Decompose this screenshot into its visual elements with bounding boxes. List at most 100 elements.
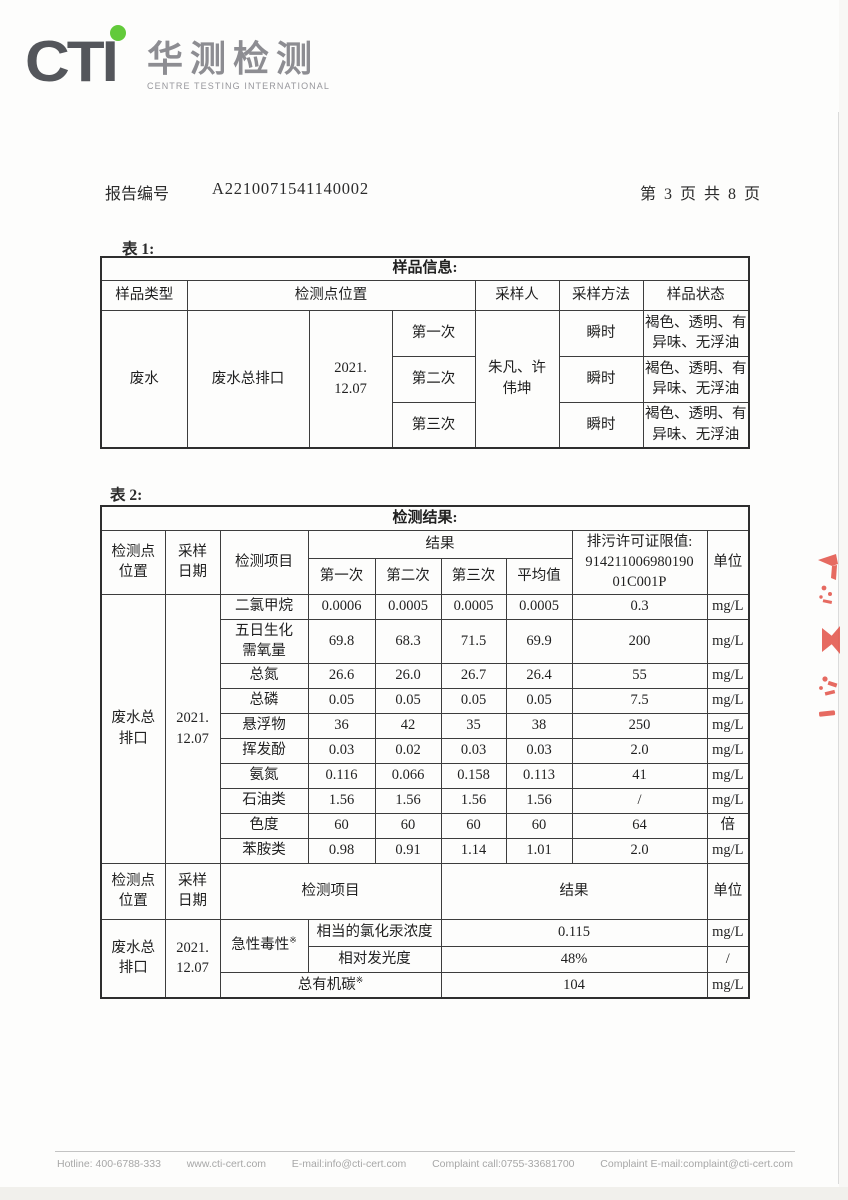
cell-avg-1: 69.9 bbox=[505, 618, 573, 664]
th-result-group: 结果 bbox=[307, 529, 573, 559]
cell-item-6: 氨氮 bbox=[219, 762, 309, 789]
th-run1: 第一次 bbox=[307, 557, 376, 595]
cell-sampler: 朱凡、许 伟坤 bbox=[474, 309, 560, 449]
cell-limit-8: 64 bbox=[571, 812, 708, 839]
footer-hotline: Hotline: 400-6788-333 bbox=[57, 1158, 161, 1170]
cell-r3-4: 35 bbox=[440, 712, 507, 739]
cell-seq-1: 第一次 bbox=[391, 309, 476, 357]
cell-r2-9: 0.91 bbox=[374, 837, 442, 864]
cell-r2-3: 0.05 bbox=[374, 687, 442, 714]
th-run2: 第二次 bbox=[374, 557, 442, 595]
cell-avg-2: 26.4 bbox=[505, 662, 573, 689]
footer-email: E-mail:info@cti-cert.com bbox=[291, 1158, 407, 1170]
th-unit: 单位 bbox=[706, 529, 750, 595]
table1-caption: 表 1: bbox=[122, 241, 155, 258]
cell-r3-6: 0.158 bbox=[440, 762, 507, 789]
th-location: 检测点位置 bbox=[186, 279, 476, 311]
cell-unit-2: mg/L bbox=[706, 662, 750, 689]
table-row: 总磷 0.05 0.05 0.05 0.05 7.5 mg/L bbox=[101, 687, 750, 714]
cell-r2-2: 26.0 bbox=[374, 662, 442, 689]
cell-r3-1: 71.5 bbox=[440, 618, 507, 664]
table2-caption: 表 2: bbox=[110, 487, 143, 504]
th2-result: 结果 bbox=[440, 862, 708, 920]
cell-r1-5: 0.03 bbox=[307, 737, 376, 764]
cell-r2-0: 0.0005 bbox=[374, 593, 442, 620]
cell-limit-4: 250 bbox=[571, 712, 708, 739]
table-row: 废水总 排口 2021. 12.07 二氯甲烷 0.0006 0.0005 0.… bbox=[100, 593, 750, 864]
cell-r2-4: 42 bbox=[374, 712, 442, 739]
footer-website: www.cti-cert.com bbox=[186, 1158, 267, 1170]
sample-info-table: 样品信息: 样品类型 检测点位置 采样人 采样方法 样品状态 废水 废水总排口 … bbox=[100, 256, 751, 449]
cell-r1-2: 26.6 bbox=[307, 662, 376, 689]
table-row: 苯胺类 0.98 0.91 1.14 1.01 2.0 mg/L bbox=[101, 837, 750, 864]
cell2-group-item: 急性毒性※ bbox=[219, 918, 309, 973]
cell-status-1: 褐色、透明、有 异味、无浮油 bbox=[642, 309, 750, 357]
cell-item-4: 悬浮物 bbox=[219, 712, 309, 739]
company-name-block: 华测检测 CENTRE TESTING INTERNATIONAL bbox=[147, 22, 330, 92]
cell-avg-6: 0.113 bbox=[505, 762, 573, 789]
cell-r2-5: 0.02 bbox=[374, 737, 442, 764]
th-point: 检测点 位置 bbox=[100, 529, 166, 595]
scan-bottom-shadow bbox=[0, 1187, 848, 1200]
report-no-value: A2210071541140002 bbox=[212, 179, 369, 198]
cell2-unit-1: / bbox=[706, 945, 750, 973]
cell-seq-3: 第三次 bbox=[391, 401, 476, 449]
table-row: 相对发光度 48% / bbox=[101, 945, 750, 973]
cell-limit-1: 200 bbox=[571, 618, 708, 664]
group-item-label: 急性毒性 bbox=[231, 937, 290, 954]
cti-logo-letters: CTI bbox=[25, 30, 119, 94]
footer-divider bbox=[55, 1151, 795, 1152]
table-row: 第二次 瞬时 褐色、透明、有 异味、无浮油 bbox=[101, 355, 750, 403]
table-row: 氨氮 0.116 0.066 0.158 0.113 41 mg/L bbox=[101, 762, 750, 789]
cell-r1-7: 1.56 bbox=[307, 787, 376, 814]
cell-r2-8: 60 bbox=[374, 812, 442, 839]
cell-item-0: 二氯甲烷 bbox=[219, 593, 309, 620]
red-seal-fragment-icon bbox=[818, 554, 840, 717]
cell-avg-5: 0.03 bbox=[505, 737, 573, 764]
company-name-cn: 华测检测 bbox=[147, 38, 320, 79]
footer-complaint-email: Complaint E-mail:complaint@cti-cert.com bbox=[600, 1158, 793, 1170]
report-no-label: 报告编号 bbox=[105, 186, 170, 203]
cell-method-3: 瞬时 bbox=[558, 401, 644, 449]
cell-unit-4: mg/L bbox=[706, 712, 750, 739]
cell-limit-9: 2.0 bbox=[571, 837, 708, 864]
cell-r1-4: 36 bbox=[307, 712, 376, 739]
cell2-unit-0: mg/L bbox=[706, 918, 750, 947]
th-sampler: 采样人 bbox=[474, 279, 560, 311]
cell-r3-0: 0.0005 bbox=[440, 593, 507, 620]
cell-avg-3: 0.05 bbox=[505, 687, 573, 714]
th-item: 检测项目 bbox=[219, 529, 309, 595]
table-row: 石油类 1.56 1.56 1.56 1.56 / mg/L bbox=[101, 787, 750, 814]
cell-limit-3: 7.5 bbox=[571, 687, 708, 714]
table-row: 总氮 26.6 26.0 26.7 26.4 55 mg/L bbox=[101, 662, 750, 689]
cell-r1-6: 0.116 bbox=[307, 762, 376, 789]
cell-r3-5: 0.03 bbox=[440, 737, 507, 764]
cell-avg-8: 60 bbox=[505, 812, 573, 839]
cti-logo-green-dot-icon bbox=[110, 25, 126, 41]
cell2-toc-result: 104 bbox=[440, 971, 708, 999]
cell-avg-9: 1.01 bbox=[505, 837, 573, 864]
table-row: 废水 废水总排口 2021. 12.07 第一次 朱凡、许 伟坤 瞬时 褐色、透… bbox=[100, 309, 750, 449]
cell-limit-6: 41 bbox=[571, 762, 708, 789]
footer: Hotline: 400-6788-333 www.cti-cert.com E… bbox=[57, 1158, 793, 1170]
cell-point: 废水总 排口 bbox=[100, 593, 166, 864]
cell-r1-9: 0.98 bbox=[307, 837, 376, 864]
cell2-subitem-0: 相当的氯化汞浓度 bbox=[307, 918, 442, 947]
cell-unit-6: mg/L bbox=[706, 762, 750, 789]
cell-item-5: 挥发酚 bbox=[219, 737, 309, 764]
cell2-point: 废水总 排口 bbox=[100, 918, 166, 999]
cell-item-3: 总磷 bbox=[219, 687, 309, 714]
th2-unit: 单位 bbox=[706, 862, 750, 920]
cell-r1-3: 0.05 bbox=[307, 687, 376, 714]
cell2-result-0: 0.115 bbox=[440, 918, 708, 947]
cell-r3-9: 1.14 bbox=[440, 837, 507, 864]
cell-r1-8: 60 bbox=[307, 812, 376, 839]
cti-logo-mark: CTI bbox=[25, 22, 129, 98]
cell-r1-0: 0.0006 bbox=[307, 593, 376, 620]
cell-unit-1: mg/L bbox=[706, 618, 750, 664]
cell-item-7: 石油类 bbox=[219, 787, 309, 814]
th-run3: 第三次 bbox=[440, 557, 507, 595]
cell-status-2: 褐色、透明、有 异味、无浮油 bbox=[642, 355, 750, 403]
cell-unit-3: mg/L bbox=[706, 687, 750, 714]
cell-sampling-date: 2021. 12.07 bbox=[308, 309, 393, 449]
